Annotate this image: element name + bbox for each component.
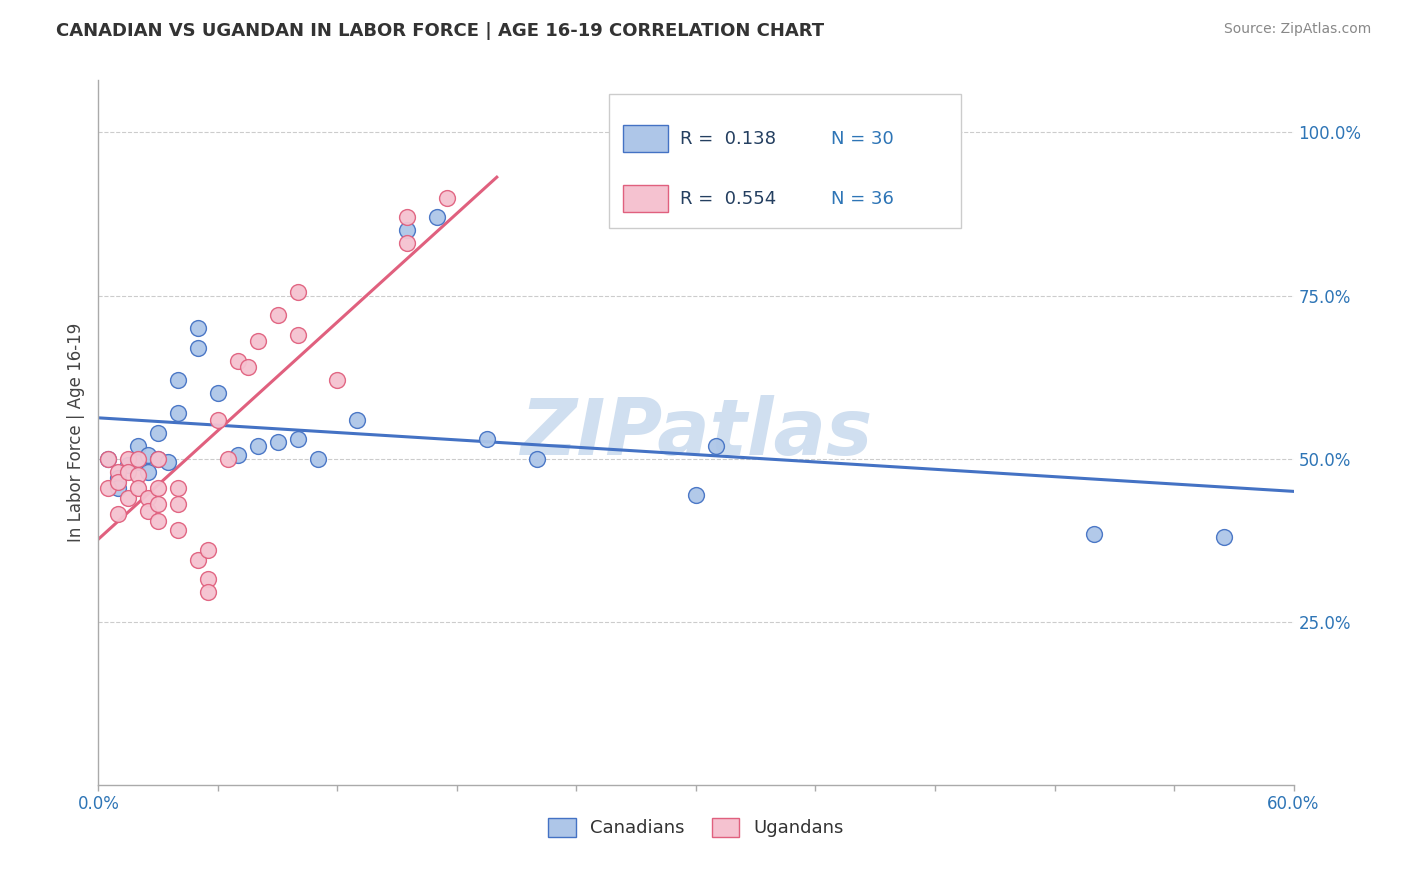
Point [187, 321, 209, 335]
Point [197, 585, 219, 599]
Point [396, 211, 419, 225]
Point [148, 497, 170, 511]
Point [167, 481, 190, 495]
Point [1083, 526, 1105, 541]
Text: N = 30: N = 30 [831, 129, 894, 148]
Point [117, 465, 139, 479]
Point [127, 439, 149, 453]
Point [136, 491, 159, 505]
Point [97, 451, 120, 466]
Point [97, 451, 120, 466]
Text: CANADIAN VS UGANDAN IN LABOR FORCE | AGE 16-19 CORRELATION CHART: CANADIAN VS UGANDAN IN LABOR FORCE | AGE… [56, 22, 824, 40]
Point [117, 451, 139, 466]
Bar [623, 186, 668, 212]
Point [704, 439, 727, 453]
Point [267, 435, 290, 450]
Point [526, 451, 548, 466]
Point [246, 334, 269, 349]
Point [207, 386, 229, 401]
Point [107, 507, 129, 521]
Point [127, 455, 149, 469]
Text: R =  0.138: R = 0.138 [681, 129, 776, 148]
Point [167, 524, 190, 538]
Point [136, 449, 159, 463]
Point [226, 449, 249, 463]
Point [236, 360, 259, 375]
Point [117, 458, 139, 473]
Text: ZIPatlas: ZIPatlas [520, 394, 872, 471]
Point [436, 191, 458, 205]
Point [197, 543, 219, 558]
Point [287, 327, 309, 342]
Point [326, 373, 349, 387]
Point [97, 481, 120, 495]
Point [287, 285, 309, 300]
Point [148, 481, 170, 495]
Point [136, 504, 159, 518]
Point [267, 308, 290, 322]
Point [426, 211, 449, 225]
Point [396, 223, 419, 237]
Point [148, 451, 170, 466]
Y-axis label: In Labor Force | Age 16-19: In Labor Force | Age 16-19 [66, 323, 84, 542]
Text: Source: ZipAtlas.com: Source: ZipAtlas.com [1223, 22, 1371, 37]
Point [127, 451, 149, 466]
Point [287, 432, 309, 446]
Bar [623, 126, 668, 153]
Text: R =  0.554: R = 0.554 [681, 190, 776, 208]
Point [167, 497, 190, 511]
Point [136, 465, 159, 479]
Point [107, 471, 129, 485]
Point [127, 481, 149, 495]
Point [107, 465, 129, 479]
Point [685, 487, 707, 501]
Point [187, 341, 209, 355]
Point [475, 432, 498, 446]
Legend: Canadians, Ugandans: Canadians, Ugandans [540, 809, 852, 847]
Point [197, 573, 219, 587]
Point [167, 406, 190, 420]
Point [246, 439, 269, 453]
Point [187, 553, 209, 567]
Point [127, 468, 149, 483]
Point [148, 514, 170, 528]
Point [346, 412, 368, 426]
Point [226, 354, 249, 368]
FancyBboxPatch shape [609, 95, 962, 228]
Text: N = 36: N = 36 [831, 190, 894, 208]
Point [217, 451, 239, 466]
Point [148, 451, 170, 466]
Point [167, 373, 190, 387]
Point [207, 412, 229, 426]
Point [148, 425, 170, 440]
Point [396, 236, 419, 251]
Point [307, 451, 329, 466]
Point [107, 475, 129, 489]
Point [157, 455, 180, 469]
Point [107, 481, 129, 495]
Point [117, 491, 139, 505]
Point [1212, 530, 1234, 544]
